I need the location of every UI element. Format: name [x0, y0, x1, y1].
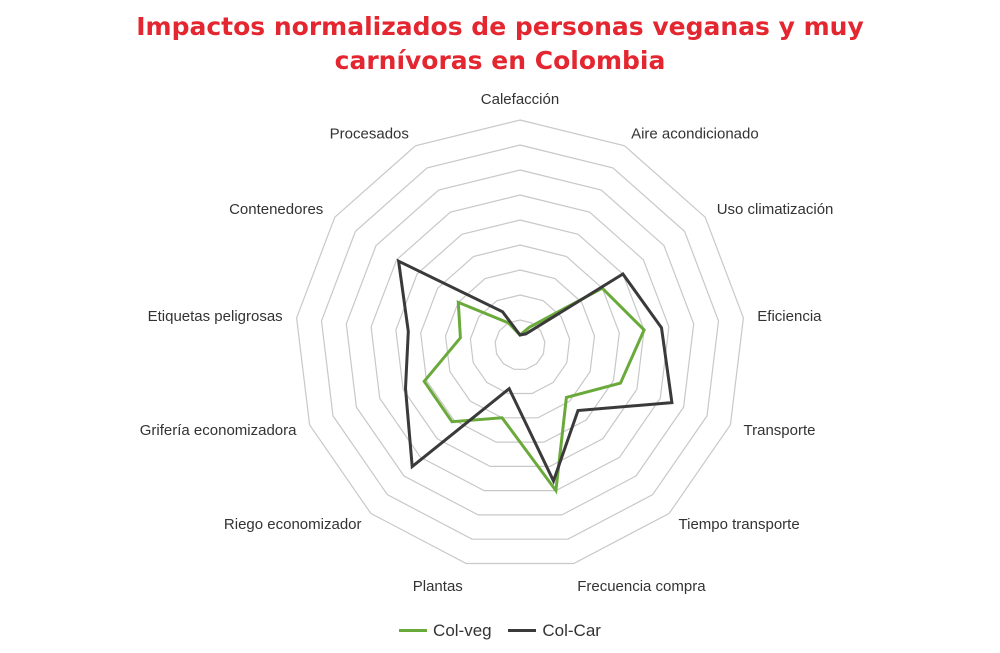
axis-label-plantas: Plantas	[413, 578, 463, 595]
legend-swatch-col-car	[508, 629, 537, 632]
axis-label-calefaccion: Calefacción	[481, 91, 559, 108]
legend-label-col-veg: Col-veg	[433, 620, 492, 640]
axis-label-griferia-economizadora: Grifería economizadora	[140, 422, 297, 439]
axis-label-riego-economizador: Riego economizador	[224, 516, 362, 533]
grid-ring-1	[494, 319, 546, 370]
chart-title-line-2: carnívoras en Colombia	[334, 46, 666, 75]
axis-label-tiempo-transporte: Tiempo transporte	[679, 516, 800, 533]
axis-label-uso-climatizacion: Uso climatización	[717, 201, 834, 218]
legend-item-col-veg[interactable]: Col-veg	[399, 621, 492, 641]
grid-ring-7	[345, 169, 695, 516]
axis-labels: Calefacción Aire acondicionado Uso climati…	[140, 91, 834, 595]
legend: Col-veg Col-Car	[0, 617, 1000, 641]
grid-ring-3	[444, 269, 596, 419]
axis-label-etiquetas-peligrosas: Etiquetas peligrosas	[148, 308, 283, 325]
axis-label-procesados: Procesados	[330, 125, 409, 142]
legend-label-col-car: Col-Car	[542, 620, 601, 640]
axis-label-transporte: Transporte	[744, 422, 816, 439]
axis-label-contenedores: Contenedores	[229, 201, 323, 218]
legend-swatch-col-veg	[399, 629, 428, 632]
series-line-col-car	[396, 258, 674, 485]
chart-title: Impactos normalizados de personas vegana…	[0, 10, 1000, 78]
radar-series	[396, 258, 674, 495]
grid-ring-2	[469, 294, 571, 395]
legend-item-col-car[interactable]: Col-Car	[508, 621, 601, 641]
chart-title-line-1: Impactos normalizados de personas vegana…	[136, 12, 864, 41]
grid-ring-9	[295, 119, 745, 565]
axis-label-frecuencia-compra: Frecuencia compra	[577, 578, 706, 595]
grid-ring-8	[320, 144, 720, 540]
radar-chart: Calefacción Aire acondicionado Uso climati…	[140, 91, 834, 595]
grid-ring-6	[370, 194, 670, 492]
axis-label-aire-acondicionado: Aire acondicionado	[631, 125, 759, 142]
radar-grid	[295, 119, 745, 565]
series-line-col-veg	[422, 286, 646, 495]
grid-ring-5	[395, 219, 645, 467]
axis-label-eficiencia: Eficiencia	[757, 308, 822, 325]
